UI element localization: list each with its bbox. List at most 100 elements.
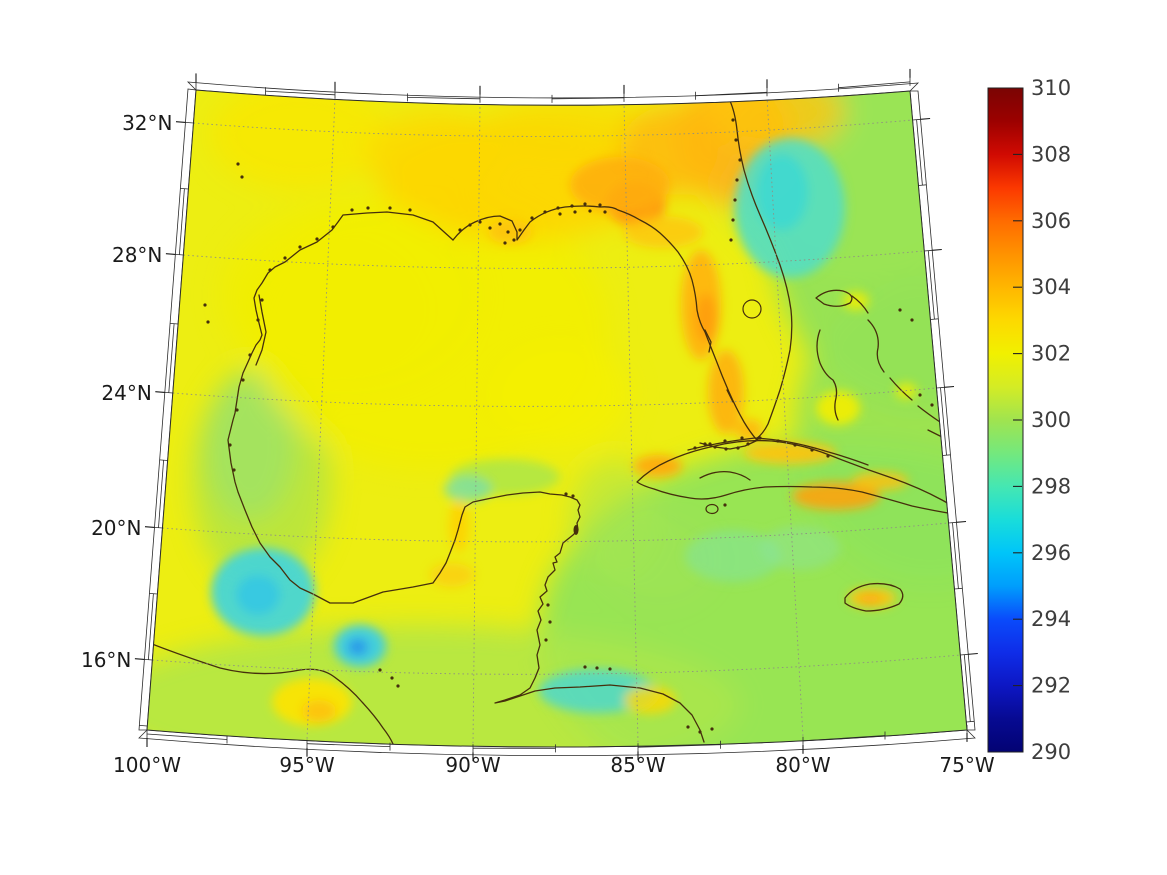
isle-of-youth-outline	[705, 503, 719, 515]
island-speck	[558, 212, 562, 216]
colorbar-tick-label: 300	[1031, 408, 1071, 432]
lat-tick-label: 24°N	[101, 381, 151, 405]
island-speck	[729, 238, 733, 242]
island-speck	[506, 230, 510, 234]
temperature-blob	[490, 340, 630, 450]
island-speck	[388, 206, 392, 210]
gridline	[183, 250, 925, 269]
coastline-path	[687, 437, 869, 466]
frame-divider	[139, 725, 148, 727]
island-speck	[686, 725, 690, 729]
island-speck	[793, 443, 797, 447]
colorbar-ticks	[1013, 153, 1022, 687]
temperature-blob	[760, 526, 840, 570]
colorbar-tick-label: 298	[1031, 474, 1071, 498]
coastline-path	[726, 389, 734, 403]
lon-tick-label: 90°W	[445, 753, 500, 777]
frame-band-midline	[407, 97, 481, 100]
island-speck	[350, 208, 354, 212]
frame-segment-marks	[139, 77, 975, 753]
island-speck	[583, 665, 587, 669]
axis-tick	[175, 121, 186, 123]
temperature-blob	[708, 350, 744, 434]
island-speck	[498, 222, 502, 226]
temperature-blob	[695, 294, 717, 342]
island-speck	[408, 208, 412, 212]
colorbar-tick-label: 306	[1031, 209, 1071, 233]
frame-band-midline	[148, 593, 154, 660]
island-speck	[240, 175, 244, 179]
axis-tick	[144, 526, 155, 528]
frame-band-midline	[158, 460, 164, 528]
island-speck	[595, 666, 599, 670]
lon-tick-label: 80°W	[775, 753, 830, 777]
lat-tick-label: 16°N	[81, 648, 131, 672]
island-speck	[283, 256, 287, 260]
island-speck	[710, 727, 714, 731]
island-speck	[228, 443, 232, 447]
island-speck	[232, 468, 236, 472]
temperature-blob	[365, 110, 505, 200]
island-speck	[366, 206, 370, 210]
temperature-blob	[792, 482, 880, 510]
island-speck	[736, 446, 740, 450]
temperature-blob	[600, 510, 720, 610]
frame-band-midline	[838, 81, 911, 89]
axis-tick	[920, 117, 931, 120]
longitude-axis-labels: 100°W 95°W 90°W 85°W 80°W 75°W	[113, 753, 995, 777]
frame-band-midline	[551, 97, 625, 100]
temperature-blob	[488, 220, 532, 244]
island-speck	[573, 525, 579, 535]
island-speck	[734, 138, 738, 142]
temperature-blob	[430, 563, 474, 587]
coastline-path	[147, 641, 394, 745]
coastline-path	[699, 470, 751, 481]
island-speck	[235, 408, 239, 412]
frame-band-midline	[306, 743, 391, 747]
frame-band-midline	[802, 735, 886, 742]
island-speck	[315, 237, 319, 241]
island-speck	[918, 393, 922, 397]
island-speck	[390, 676, 394, 680]
island-speck	[260, 298, 264, 302]
colorbar: 310 308 306 304 302 300 298 296 294 292 290	[987, 76, 1071, 764]
temperature-blob	[205, 370, 295, 520]
island-speck	[571, 494, 575, 498]
island-speck	[723, 439, 727, 443]
island-speck	[746, 442, 750, 446]
temperature-blob	[210, 90, 390, 190]
gridline	[306, 98, 336, 740]
frame-divider	[966, 720, 975, 723]
island-speck	[758, 436, 762, 440]
frame-band-midline	[146, 733, 228, 740]
colorbar-tick-labels: 310 308 306 304 302 300 298 296 294 292 290	[1031, 76, 1071, 764]
colorbar-tick-label: 296	[1031, 541, 1071, 565]
frame-divider	[180, 188, 189, 190]
colorbar-tick-label: 302	[1031, 342, 1071, 366]
frame-band-midline	[179, 188, 185, 255]
coastline-path	[704, 329, 712, 353]
axis-tick	[932, 248, 942, 251]
gridline	[162, 522, 949, 543]
island-speck	[573, 210, 577, 214]
island-speck	[548, 620, 552, 624]
island-speck	[206, 320, 210, 324]
temperature-blob	[843, 292, 869, 310]
axis-ticks	[134, 68, 978, 762]
lon-tick-label: 75°W	[939, 753, 994, 777]
island-speck	[298, 245, 302, 249]
frame-divider	[954, 587, 963, 590]
frame-band-midline	[952, 522, 959, 589]
island-speck	[910, 318, 914, 322]
island-speck	[740, 436, 744, 440]
coastline-path	[815, 289, 853, 307]
island-speck	[826, 454, 830, 458]
island-speck	[478, 220, 482, 224]
lon-tick-label: 95°W	[279, 753, 334, 777]
island-speck	[546, 603, 550, 607]
island-speck	[378, 668, 382, 672]
island-speck	[488, 226, 492, 230]
island-speck	[396, 684, 400, 688]
island-speck	[256, 318, 260, 322]
